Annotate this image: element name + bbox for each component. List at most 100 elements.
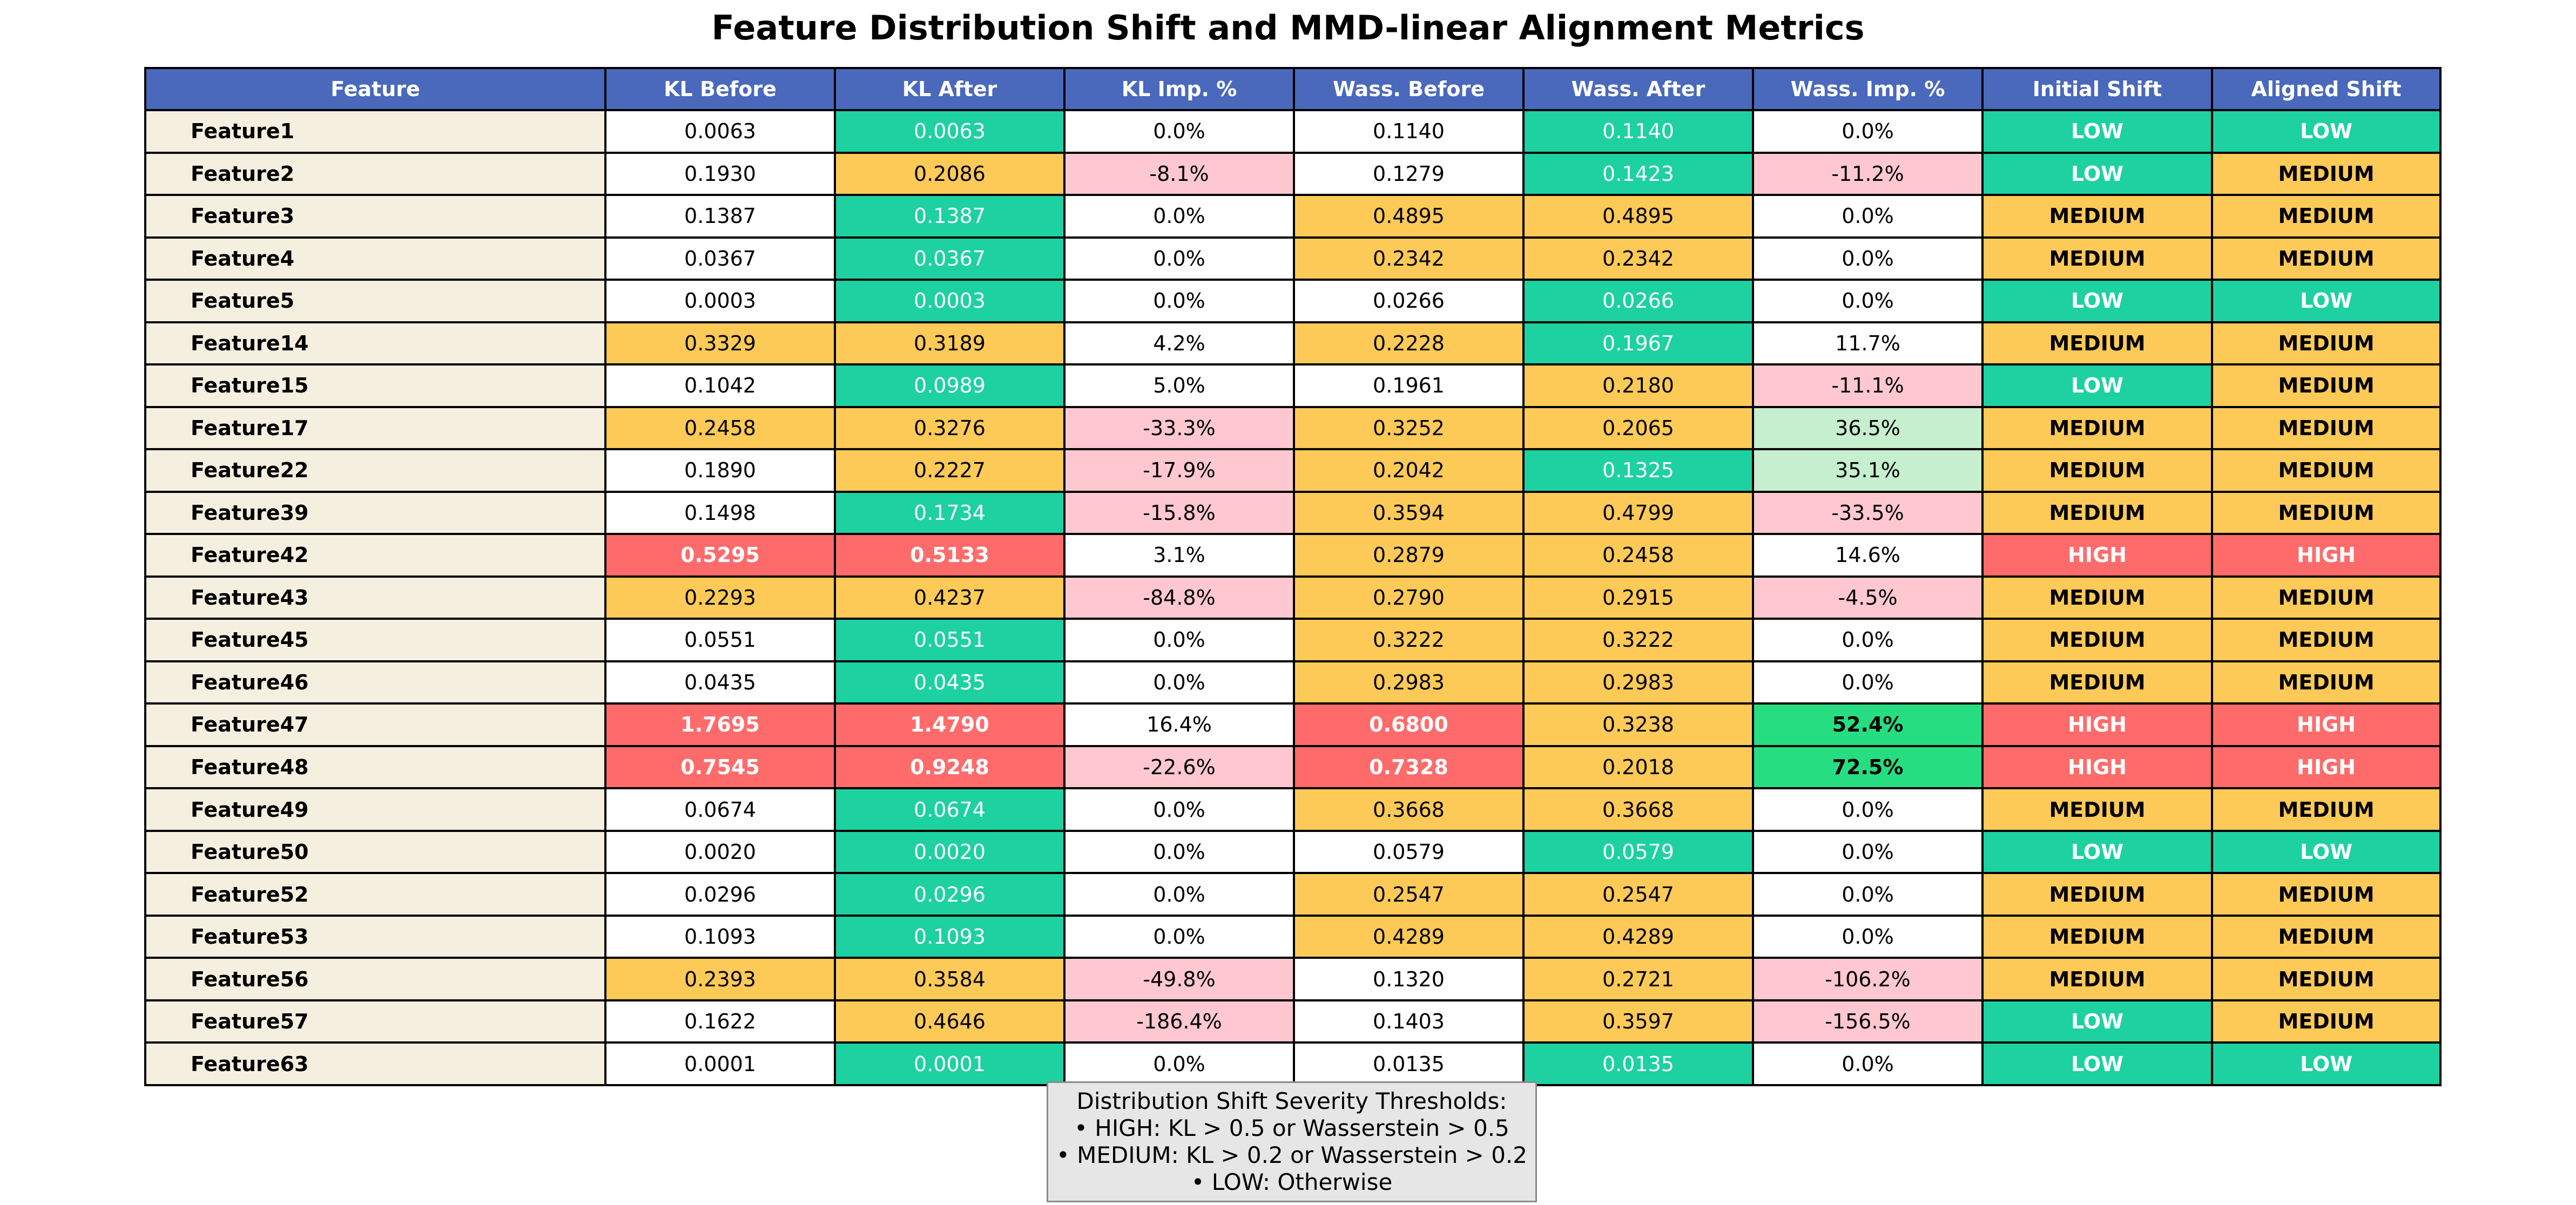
cell-wass-before: 0.2790	[1293, 575, 1525, 620]
cell-aligned-shift: HIGH	[2211, 533, 2442, 578]
cell-initial-shift: MEDIUM	[1981, 405, 2213, 451]
table-row: Feature5 0.0003 0.0003 0.0% 0.0266 0.0266 0.0%…	[144, 279, 2442, 323]
cell-wass-imp: 0.0%	[1752, 914, 1984, 959]
cell-kl-after: 0.9248	[834, 744, 1066, 790]
cell-wass-before: 0.1140	[1293, 109, 1525, 154]
cell-initial-shift: HIGH	[1981, 744, 2213, 790]
column-header-initial-shift: Initial Shift	[1981, 67, 2213, 111]
table-row: Feature48 0.7545 0.9248 -22.6% 0.7328 0.2018 7…	[144, 744, 2442, 790]
cell-wass-before: 0.2547	[1293, 872, 1525, 917]
cell-initial-shift: MEDIUM	[1981, 872, 2213, 917]
cell-kl-before: 0.0001	[604, 1041, 836, 1086]
cell-feature: Feature63	[144, 1041, 606, 1086]
cell-aligned-shift: MEDIUM	[2211, 957, 2442, 1001]
cell-kl-imp: -17.9%	[1063, 448, 1295, 493]
cell-wass-after: 0.2065	[1522, 405, 1754, 451]
cell-wass-before: 0.3668	[1293, 787, 1525, 832]
cell-aligned-shift: HIGH	[2211, 744, 2442, 790]
table-row: Feature43 0.2293 0.4237 -84.8% 0.2790 0.2915-…	[144, 575, 2442, 620]
cell-feature: Feature52	[144, 872, 606, 917]
cell-feature: Feature50	[144, 829, 606, 875]
table-row: Feature22 0.1890 0.2227 -17.9% 0.2042 0.1325 3…	[144, 448, 2442, 493]
cell-initial-shift: LOW	[1981, 1041, 2213, 1086]
cell-wass-imp: 52.4%	[1752, 702, 1984, 747]
cell-kl-before: 0.1498	[604, 490, 836, 536]
cell-kl-before: 0.0367	[604, 236, 836, 281]
cell-initial-shift: LOW	[1981, 279, 2213, 323]
cell-aligned-shift: MEDIUM	[2211, 448, 2442, 493]
cell-aligned-shift: LOW	[2211, 109, 2442, 154]
cell-wass-imp: 0.0%	[1752, 279, 1984, 323]
cell-initial-shift: LOW	[1981, 151, 2213, 197]
cell-wass-after: 0.0135	[1522, 1041, 1754, 1086]
cell-kl-before: 0.1093	[604, 914, 836, 959]
threshold-medium: • MEDIUM: KL > 0.2 or Wasserstein > 0.2	[1056, 1142, 1527, 1168]
cell-feature: Feature4	[144, 236, 606, 281]
table-row: Feature17 0.2458 0.3276 -33.3% 0.3252 0.2065 3…	[144, 405, 2442, 451]
cell-wass-imp: 0.0%	[1752, 787, 1984, 832]
cell-aligned-shift: MEDIUM	[2211, 321, 2442, 366]
column-header-kl-imp: KL Imp. %	[1063, 67, 1295, 111]
cell-initial-shift: MEDIUM	[1981, 787, 2213, 832]
table-body: Feature1 0.0063 0.0063 0.0% 0.1140 0.1140 0.0%…	[144, 109, 2442, 1086]
cell-wass-before: 0.0135	[1293, 1041, 1525, 1086]
cell-feature: Feature1	[144, 109, 606, 154]
cell-kl-imp: 3.1%	[1063, 533, 1295, 578]
cell-kl-after: 0.0551	[834, 618, 1066, 662]
cell-feature: Feature42	[144, 533, 606, 578]
cell-wass-before: 0.2042	[1293, 448, 1525, 493]
cell-wass-imp: 0.0%	[1752, 1041, 1984, 1086]
cell-wass-after: 0.2342	[1522, 236, 1754, 281]
cell-kl-before: 0.1890	[604, 448, 836, 493]
threshold-high: • HIGH: KL > 0.5 or Wasserstein > 0.5	[1074, 1115, 1509, 1141]
cell-initial-shift: MEDIUM	[1981, 575, 2213, 620]
cell-kl-after: 0.0674	[834, 787, 1066, 832]
cell-kl-before: 0.2393	[604, 957, 836, 1001]
cell-kl-after: 0.0989	[834, 363, 1066, 408]
cell-wass-after: 0.3238	[1522, 702, 1754, 747]
cell-initial-shift: MEDIUM	[1981, 660, 2213, 705]
cell-initial-shift: MEDIUM	[1981, 448, 2213, 493]
cell-wass-after: 0.2018	[1522, 744, 1754, 790]
cell-wass-before: 0.2342	[1293, 236, 1525, 281]
cell-aligned-shift: HIGH	[2211, 702, 2442, 747]
cell-feature: Feature22	[144, 448, 606, 493]
table-row: Feature57 0.1622 0.4646 -186.4% 0.1403 0.3597…	[144, 999, 2442, 1044]
cell-kl-before: 0.1622	[604, 999, 836, 1044]
cell-wass-before: 0.2879	[1293, 533, 1525, 578]
cell-initial-shift: MEDIUM	[1981, 914, 2213, 959]
cell-wass-after: 0.4799	[1522, 490, 1754, 536]
cell-wass-after: 0.1140	[1522, 109, 1754, 154]
cell-initial-shift: HIGH	[1981, 533, 2213, 578]
cell-wass-before: 0.3222	[1293, 618, 1525, 662]
cell-kl-imp: 0.0%	[1063, 279, 1295, 323]
table-row: Feature4 0.0367 0.0367 0.0% 0.2342 0.2342 0.0%…	[144, 236, 2442, 281]
cell-wass-before: 0.2983	[1293, 660, 1525, 705]
cell-kl-after: 0.2227	[834, 448, 1066, 493]
cell-wass-after: 0.1325	[1522, 448, 1754, 493]
cell-initial-shift: MEDIUM	[1981, 194, 2213, 239]
table-row: Feature56 0.2393 0.3584 -49.8% 0.1320 0.2721-…	[144, 957, 2442, 1001]
cell-aligned-shift: MEDIUM	[2211, 618, 2442, 662]
cell-wass-imp: 0.0%	[1752, 618, 1984, 662]
cell-aligned-shift: LOW	[2211, 1041, 2442, 1086]
cell-kl-after: 0.3276	[834, 405, 1066, 451]
cell-kl-imp: -15.8%	[1063, 490, 1295, 536]
cell-kl-after: 0.0435	[834, 660, 1066, 705]
cell-wass-after: 0.4895	[1522, 194, 1754, 239]
cell-wass-after: 0.0266	[1522, 279, 1754, 323]
cell-kl-imp: 0.0%	[1063, 914, 1295, 959]
cell-kl-after: 0.0296	[834, 872, 1066, 917]
cell-aligned-shift: LOW	[2211, 829, 2442, 875]
cell-kl-before: 1.7695	[604, 702, 836, 747]
cell-kl-imp: 16.4%	[1063, 702, 1295, 747]
cell-wass-after: 0.1967	[1522, 321, 1754, 366]
cell-kl-after: 0.1387	[834, 194, 1066, 239]
cell-wass-after: 0.1423	[1522, 151, 1754, 197]
table-row: Feature42 0.5295 0.5133 3.1% 0.2879 0.2458 14.…	[144, 533, 2442, 578]
cell-kl-after: 0.0001	[834, 1041, 1066, 1086]
cell-kl-after: 0.4237	[834, 575, 1066, 620]
cell-aligned-shift: MEDIUM	[2211, 872, 2442, 917]
cell-kl-imp: -22.6%	[1063, 744, 1295, 790]
threshold-low: • LOW: Otherwise	[1191, 1169, 1393, 1195]
